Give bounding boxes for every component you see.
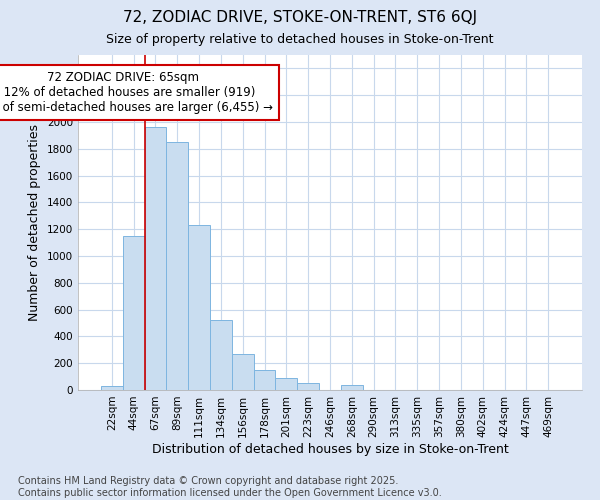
Text: 72, ZODIAC DRIVE, STOKE-ON-TRENT, ST6 6QJ: 72, ZODIAC DRIVE, STOKE-ON-TRENT, ST6 6Q… [123,10,477,25]
X-axis label: Distribution of detached houses by size in Stoke-on-Trent: Distribution of detached houses by size … [152,442,508,456]
Text: 72 ZODIAC DRIVE: 65sqm
← 12% of detached houses are smaller (919)
88% of semi-de: 72 ZODIAC DRIVE: 65sqm ← 12% of detached… [0,71,273,114]
Bar [341,386,363,390]
Bar [123,236,145,390]
Y-axis label: Number of detached properties: Number of detached properties [28,124,41,321]
Text: Size of property relative to detached houses in Stoke-on-Trent: Size of property relative to detached ho… [106,32,494,46]
Bar [275,378,297,390]
Text: Contains HM Land Registry data © Crown copyright and database right 2025.
Contai: Contains HM Land Registry data © Crown c… [18,476,442,498]
Bar [254,370,275,390]
Bar [232,354,254,390]
Bar [210,320,232,390]
Bar [101,386,123,390]
Bar [188,225,210,390]
Bar [297,384,319,390]
Bar [145,128,166,390]
Bar [166,142,188,390]
